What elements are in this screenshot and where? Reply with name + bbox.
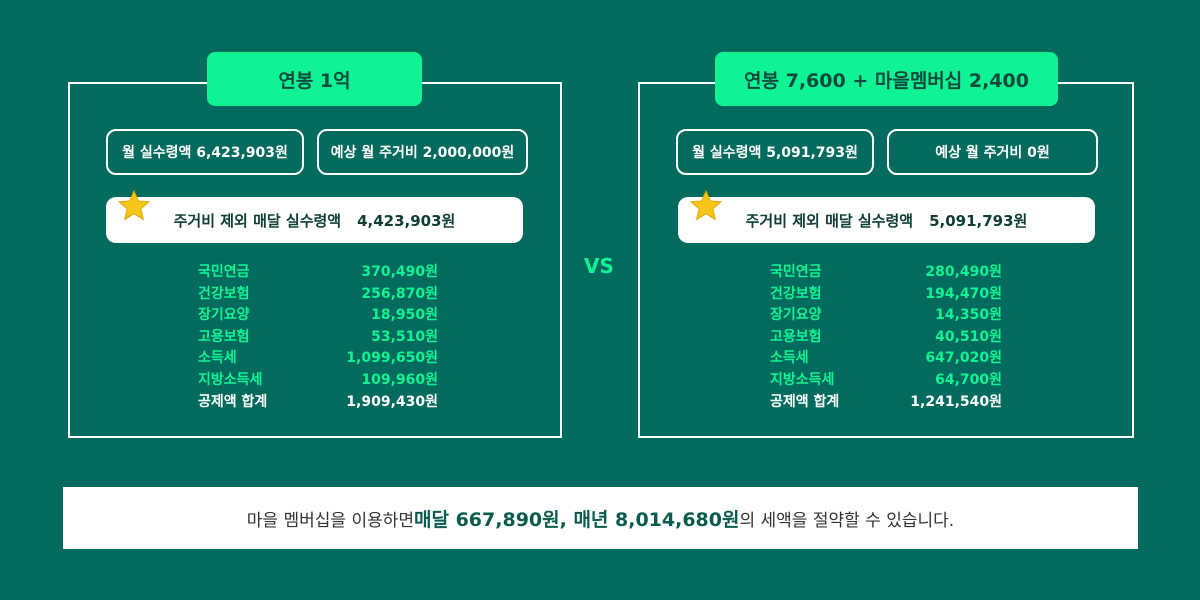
list-item: 장기요양 14,350원: [770, 307, 1002, 324]
left-deduction-list: 국민연금 370,490원 건강보험 256,870원 장기요양 18,950원 고용…: [198, 262, 438, 413]
list-item: 건강보험 256,870원: [198, 285, 438, 302]
right-housing-cost-pill: 예상 월 주거비 0원: [887, 129, 1098, 175]
left-housing-cost-pill: 예상 월 주거비 2,000,000원: [317, 129, 528, 175]
list-item: 건강보험 194,470원: [770, 285, 1002, 302]
right-deduction-list: 국민연금 280,490원 건강보험 194,470원 장기요양 14,350원 고용…: [770, 262, 1002, 413]
list-item: 고용보험 40,510원: [770, 328, 1002, 345]
right-after-housing-box: 주거비 제외 매달 실수령액 5,091,793원: [678, 197, 1095, 243]
left-after-housing-value: 4,423,903원: [357, 211, 456, 230]
list-item: 고용보험 53,510원: [198, 328, 438, 345]
star-icon: [689, 189, 723, 221]
left-panel-title: 연봉 1억: [207, 52, 422, 106]
list-item: 지방소득세 109,960원: [198, 371, 438, 388]
banner-prefix: 마을 멤버십을 이용하면: [246, 510, 415, 531]
list-item: 장기요양 18,950원: [198, 307, 438, 324]
right-after-housing-value: 5,091,793원: [929, 211, 1028, 230]
deduction-total-row: 공제액 합계 1,241,540원: [770, 393, 1002, 410]
list-item: 소득세 1,099,650원: [198, 350, 438, 367]
banner-highlight: 매달 667,890원, 매년 8,014,680원: [414, 508, 740, 531]
list-item: 소득세 647,020원: [770, 350, 1002, 367]
list-item: 국민연금 280,490원: [770, 264, 1002, 280]
star-icon: [117, 189, 151, 221]
left-after-housing-box: 주거비 제외 매달 실수령액 4,423,903원: [106, 197, 523, 243]
right-net-monthly-pill: 월 실수령액 5,091,793원: [676, 129, 874, 175]
list-item: 국민연금 370,490원: [198, 264, 438, 280]
list-item: 지방소득세 64,700원: [770, 371, 1002, 388]
deduction-total-row: 공제액 합계 1,909,430원: [198, 393, 438, 410]
banner-suffix: 의 세액을 절약할 수 있습니다.: [739, 510, 955, 531]
left-net-monthly-pill: 월 실수령액 6,423,903원: [106, 129, 304, 175]
savings-banner: 마을 멤버십을 이용하면 매달 667,890원, 매년 8,014,680원 의…: [63, 487, 1138, 549]
vs-label: VS: [584, 254, 614, 278]
right-after-housing-label: 주거비 제외 매달 실수령액: [745, 211, 914, 230]
left-after-housing-label: 주거비 제외 매달 실수령액: [173, 211, 342, 230]
right-panel-title: 연봉 7,600 + 마을멤버십 2,400: [715, 52, 1058, 106]
